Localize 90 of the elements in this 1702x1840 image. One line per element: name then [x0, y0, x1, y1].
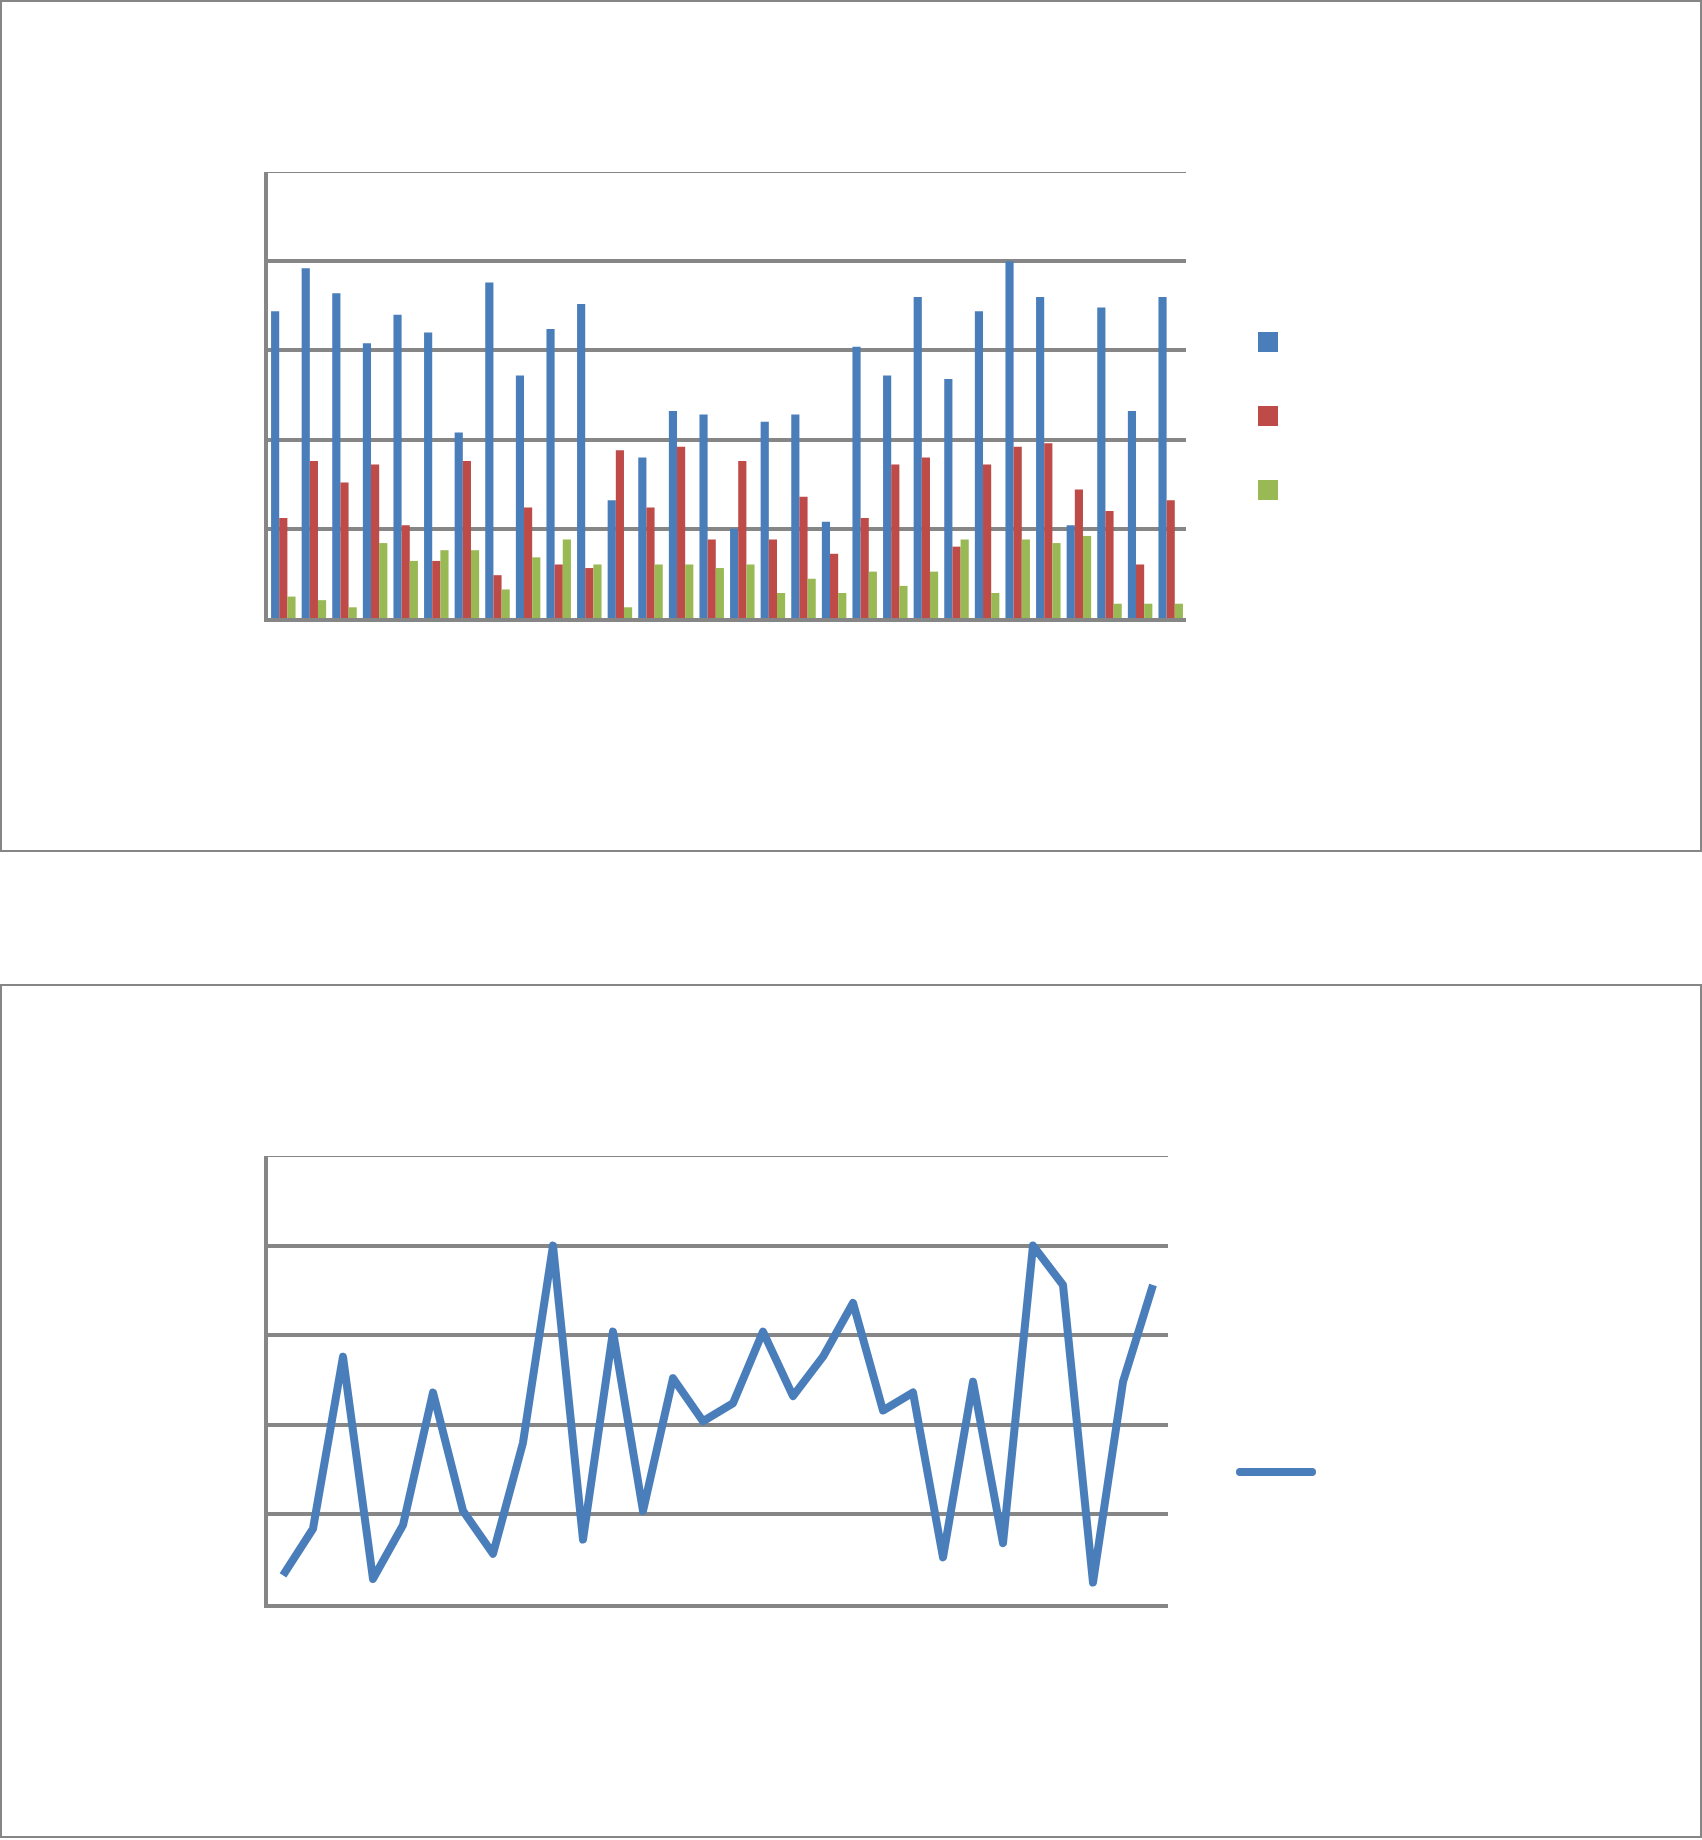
bar — [1066, 525, 1075, 618]
bar — [654, 564, 663, 618]
bar — [746, 564, 755, 618]
bar — [699, 414, 708, 618]
bar — [668, 411, 678, 618]
bar — [1097, 307, 1106, 618]
bar — [776, 593, 786, 618]
bar — [524, 507, 533, 618]
bar — [1082, 535, 1092, 618]
bar — [1174, 603, 1183, 618]
bar — [860, 518, 869, 618]
bar — [379, 543, 388, 618]
bar — [715, 568, 724, 618]
bar — [287, 596, 296, 618]
bar — [1158, 296, 1167, 618]
bar — [1044, 443, 1053, 618]
bar — [685, 564, 694, 618]
bar — [952, 546, 961, 618]
bar — [485, 282, 494, 618]
bar — [677, 446, 686, 618]
bar — [891, 464, 900, 618]
bar — [807, 578, 816, 618]
bar — [279, 518, 288, 618]
bar — [607, 500, 616, 618]
bar — [838, 593, 847, 618]
bar — [577, 304, 586, 618]
bar — [493, 575, 502, 618]
bar — [921, 457, 930, 618]
bar — [944, 378, 953, 618]
bar — [1166, 500, 1175, 618]
bar — [1074, 489, 1083, 618]
bar — [546, 329, 555, 618]
bar — [593, 564, 602, 618]
bar — [638, 457, 647, 618]
bar — [646, 507, 655, 618]
bar — [974, 311, 984, 618]
bar — [760, 421, 769, 618]
bar — [830, 553, 839, 618]
bar — [883, 375, 892, 618]
bar — [340, 482, 349, 618]
bar — [301, 268, 310, 618]
bar — [1136, 564, 1145, 618]
bar — [585, 568, 594, 618]
bar — [532, 557, 541, 618]
bar — [332, 293, 341, 618]
bar — [432, 560, 441, 618]
bar — [409, 560, 418, 618]
bar — [821, 521, 831, 618]
bar — [562, 539, 571, 618]
bar — [1113, 603, 1122, 618]
bar — [623, 607, 633, 618]
bar — [362, 343, 372, 618]
bar — [899, 585, 908, 618]
bar — [424, 332, 433, 618]
bar — [462, 461, 471, 618]
bar — [1105, 510, 1114, 618]
bar — [401, 525, 410, 618]
bar — [393, 314, 402, 618]
bar — [791, 414, 800, 618]
bar — [852, 346, 861, 618]
bar — [440, 550, 449, 618]
bar — [317, 600, 327, 618]
bar — [1127, 411, 1137, 618]
bar — [929, 571, 939, 618]
bar — [515, 375, 525, 618]
bar — [1021, 539, 1030, 618]
bar — [554, 564, 563, 618]
bar — [1036, 296, 1045, 618]
bar — [991, 593, 1000, 618]
bar — [738, 461, 747, 618]
bar — [913, 296, 922, 618]
bar — [960, 539, 969, 618]
bar — [371, 464, 380, 618]
bar — [707, 539, 716, 618]
bar — [1052, 543, 1061, 618]
bar — [348, 607, 357, 618]
bar — [1144, 603, 1153, 618]
bar — [454, 432, 463, 618]
bar — [615, 450, 624, 618]
bar — [309, 461, 318, 618]
bar — [271, 311, 280, 618]
bar — [1005, 261, 1014, 618]
bar — [501, 589, 510, 618]
bar — [470, 550, 480, 618]
bar — [730, 528, 739, 618]
bar — [768, 539, 777, 618]
bar — [799, 496, 808, 618]
bar — [983, 464, 992, 618]
bar — [1013, 446, 1022, 618]
bar — [868, 571, 877, 618]
